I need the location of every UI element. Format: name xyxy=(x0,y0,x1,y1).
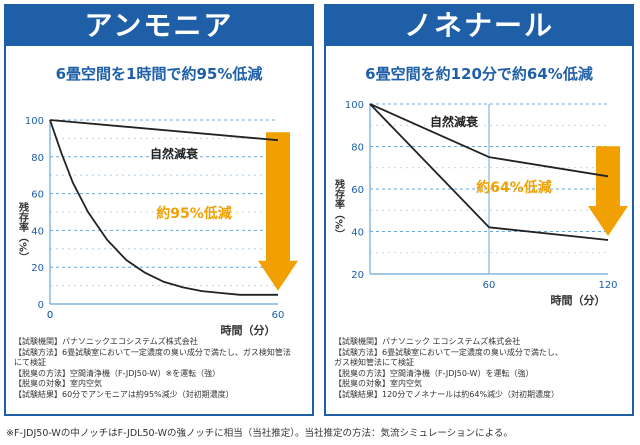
note-line: 【脱臭の対象】室内空気 xyxy=(14,379,102,388)
purifier-curve xyxy=(49,119,278,296)
note-line: 【試験結果】60分でアンモニアは約95%減少（対初期濃度） xyxy=(14,389,234,399)
note-line: にて検証 xyxy=(14,358,46,367)
note-line: 【試験機関】パナソニックエコシステムズ株式会社 xyxy=(14,337,198,346)
y-tick-label: 100 xyxy=(345,100,364,111)
y-tick-label: 20 xyxy=(351,270,364,281)
x-tick-label: 60 xyxy=(272,310,285,321)
x-tick-label: 60 xyxy=(483,280,496,291)
note-line: 【試験方法】6畳試験室において一定濃度の臭い成分で満たし、 xyxy=(334,347,563,357)
x-axis-title: 時間（分） xyxy=(551,293,606,307)
y-tick-label: 0 xyxy=(38,300,44,311)
note-line: 【脱臭の対象】室内空気 xyxy=(334,379,422,388)
natural-decay-line xyxy=(49,119,279,142)
reduction-annotation: 約95%低減 xyxy=(156,205,232,222)
nonenal-panel: ノネナール 6畳空間を約120分で約64%低減 20 40 60 80 100 60 120… xyxy=(324,4,634,416)
footnote: ※F-JDJ50-Wの中ノッチはF-JDL50-Wの強ノッチに相当（当社推定）。… xyxy=(6,428,513,439)
x-tick-label: 0 xyxy=(47,310,53,321)
y-tick-label: 60 xyxy=(31,190,44,201)
note-line: 【試験結果】120分でノネナールは約64%減少（対初期濃度） xyxy=(334,389,560,399)
y-axis-title: 残存率（%） xyxy=(333,178,346,239)
ammonia-subtitle: 6畳空間を1時間で約95%低減 xyxy=(55,65,263,83)
natural-decay-line xyxy=(369,103,609,178)
note-line: ガス検知管法にて検証 xyxy=(334,358,414,367)
reduction-annotation: 約64%低減 xyxy=(476,179,552,196)
nonenal-title: ノネナール xyxy=(326,6,632,46)
ammonia-notes: 【試験機関】パナソニックエコシステムズ株式会社 【試験方法】6畳試験室において一… xyxy=(14,337,308,400)
y-axis-title: 残存率（%） xyxy=(17,201,30,262)
note-line: 【脱臭の方法】空間清浄機（F-JDJ50-W）※を運転（強） xyxy=(14,368,221,378)
y-tick-label: 40 xyxy=(351,228,364,239)
reduction-arrow xyxy=(588,146,628,236)
reduction-arrow xyxy=(258,132,298,291)
x-tick-label: 0 xyxy=(47,310,53,321)
y-tick-label: 100 xyxy=(25,116,44,127)
x-axis-title: 時間（分） xyxy=(221,323,276,336)
y-tick-label: 40 xyxy=(31,226,44,237)
ammonia-panel: アンモニア 6畳空間を1時間で約95%低減 0 20 40 60 80 100 0 60 0 時間… xyxy=(4,4,314,416)
ammonia-title: アンモニア xyxy=(6,6,312,46)
natural-decay-label: 自然減衰 xyxy=(430,114,479,129)
x-tick-label: 120 xyxy=(598,280,617,291)
note-line: 【脱臭の方法】空間清浄機（F-JDJ50-W）を運転（強） xyxy=(334,368,534,378)
note-line: 【試験機関】パナソニック エコシステムズ株式会社 xyxy=(334,337,521,346)
natural-decay-label: 自然減衰 xyxy=(150,146,199,161)
y-tick-label: 60 xyxy=(351,185,364,196)
y-tick-label: 80 xyxy=(31,153,44,164)
nonenal-notes: 【試験機関】パナソニック エコシステムズ株式会社 【試験方法】6畳試験室において… xyxy=(334,337,628,400)
purifier-curve xyxy=(369,103,609,241)
nonenal-subtitle: 6畳空間を約120分で約64%低減 xyxy=(365,65,593,83)
y-tick-label: 20 xyxy=(31,263,44,274)
note-line: 【試験方法】6畳試験室において一定濃度の臭い成分で満たし、ガス検知管法 xyxy=(14,347,291,357)
y-tick-label: 80 xyxy=(351,143,364,154)
